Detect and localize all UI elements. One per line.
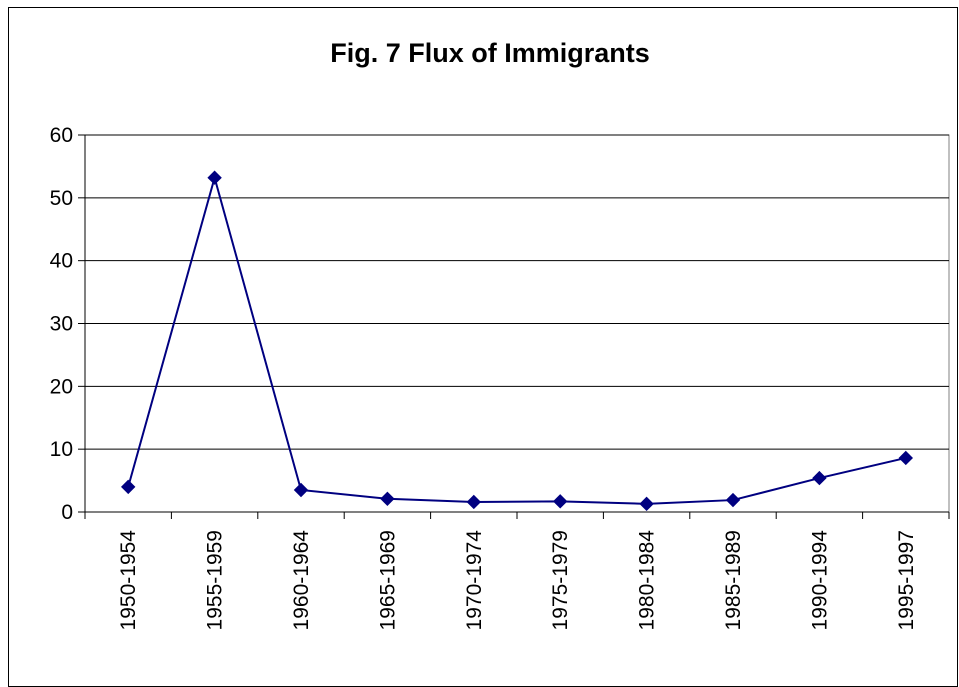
data-point-marker: [898, 450, 914, 466]
data-point-marker: [552, 494, 568, 509]
x-category-label: 1985-1989: [722, 530, 745, 630]
x-category-label: 1980-1984: [636, 530, 659, 631]
y-tick-label: 30: [50, 313, 73, 336]
x-category-label: 1950-1954: [117, 530, 140, 631]
x-category-label: 1970-1974: [463, 530, 486, 631]
x-category-label: 1965-1969: [376, 530, 399, 630]
x-category-label: 1990-1994: [808, 530, 831, 631]
x-category-label: 1975-1979: [549, 530, 572, 630]
x-category-label: 1955-1959: [204, 530, 227, 630]
axes: [78, 134, 950, 519]
data-point-marker: [207, 170, 222, 185]
y-tick-label: 10: [50, 438, 73, 461]
gridlines: [85, 134, 949, 450]
data-point-marker: [120, 479, 136, 495]
data-point-marker: [380, 491, 395, 507]
chart-title: Fig. 7 Flux of Immigrants: [330, 38, 650, 68]
data-series: [120, 170, 914, 512]
y-tick-label: 20: [50, 375, 73, 398]
y-axis-tick-labels: 0 10 20 30 40 50 60: [50, 124, 73, 524]
y-tick-label: 50: [50, 187, 73, 210]
x-category-label: 1995-1997: [895, 530, 918, 630]
x-axis-tick-labels: 1950-1954 1955-1959 1960-1964 1965-1969 1970…: [117, 530, 918, 631]
data-point-marker: [639, 496, 654, 512]
data-point-marker: [293, 482, 309, 498]
y-tick-label: 40: [50, 250, 73, 273]
data-point-marker: [466, 494, 482, 510]
y-tick-label: 60: [50, 124, 73, 147]
data-point-marker: [725, 492, 741, 508]
y-tick-label: 0: [61, 501, 73, 524]
x-category-label: 1960-1964: [290, 530, 313, 631]
data-point-marker: [812, 470, 827, 486]
series-line-0: [127, 173, 907, 505]
